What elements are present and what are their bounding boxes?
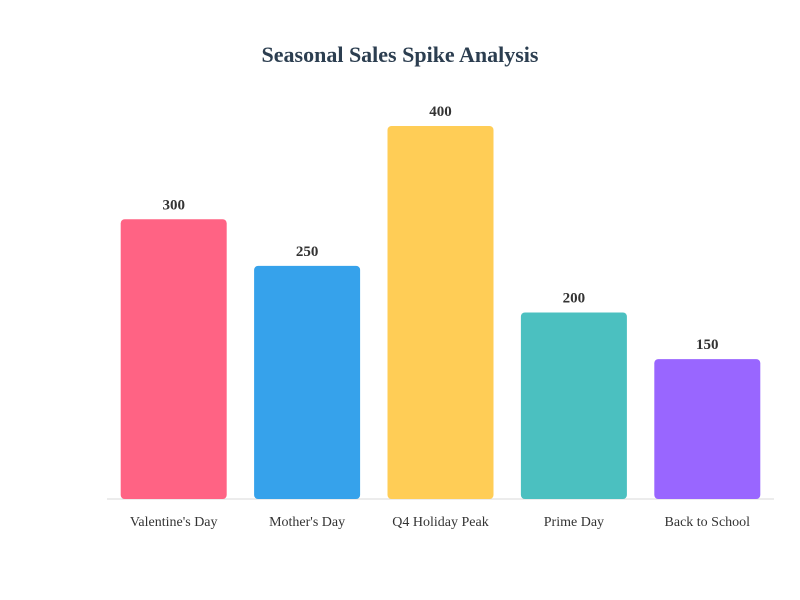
category-label-4: Back to School [665,515,751,530]
bar-2 [387,126,494,499]
bar-0 [120,219,227,499]
chart-title: Seasonal Sales Spike Analysis [261,42,539,67]
category-labels-group: Valentine's Day Mother's Day Q4 Holiday Pe… [130,515,750,530]
bar-4 [654,359,761,499]
bar-3 [520,312,627,499]
category-label-1: Mother's Day [269,515,345,530]
bar-1 [254,265,361,499]
value-label-4: 150 [696,337,719,353]
value-label-0: 300 [162,197,185,213]
category-label-2: Q4 Holiday Peak [392,515,488,530]
category-label-3: Prime Day [544,515,604,530]
value-label-3: 200 [563,291,586,307]
value-labels-group: 300 250 400 200 150 [162,104,718,353]
value-label-1: 250 [296,244,319,260]
bars-group [120,126,761,499]
value-label-2: 400 [429,104,452,120]
category-label-0: Valentine's Day [130,515,218,530]
